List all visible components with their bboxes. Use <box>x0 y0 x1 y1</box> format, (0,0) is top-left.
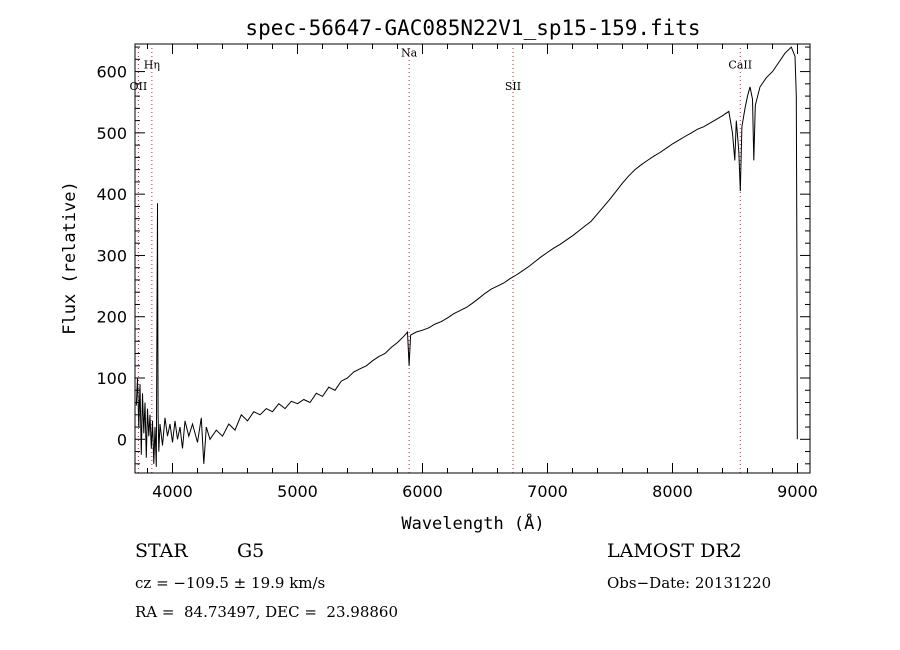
y-tick-label: 0 <box>117 430 127 449</box>
x-tick-label: 6000 <box>402 482 443 501</box>
spectral-line-label: SII <box>505 80 521 93</box>
spectrum-line <box>135 46 798 467</box>
coordinates-label: RA = 84.73497, DEC = 23.98860 <box>135 603 399 621</box>
subclass-label: G5 <box>237 540 265 562</box>
object-class-label: STAR <box>135 540 188 562</box>
x-tick-label: 5000 <box>277 482 318 501</box>
x-axis-label: Wavelength (Å) <box>401 512 544 534</box>
x-tick-label: 4000 <box>152 482 193 501</box>
y-tick-label: 100 <box>96 369 127 388</box>
spectral-line-label: OII <box>130 80 148 93</box>
y-tick-label: 400 <box>96 185 127 204</box>
spectral-line-label: Hη <box>144 59 160 72</box>
redshift-label: cz = −109.5 ± 19.9 km/s <box>135 574 326 592</box>
x-tick-label: 8000 <box>652 482 693 501</box>
y-tick-label: 300 <box>96 246 127 265</box>
obs-date-label: Obs−Date: 20131220 <box>607 574 772 592</box>
survey-label: LAMOST DR2 <box>607 540 742 562</box>
x-tick-label: 9000 <box>777 482 818 501</box>
y-tick-label: 200 <box>96 308 127 327</box>
chart-title: spec-56647-GAC085N22V1_sp15-159.fits <box>245 16 700 40</box>
y-tick-label: 500 <box>96 124 127 143</box>
spectral-line-label: CaII <box>728 59 752 72</box>
spectral-line-label: Na <box>401 46 418 59</box>
y-axis-label: Flux (relative) <box>60 181 80 335</box>
y-tick-label: 600 <box>96 63 127 82</box>
plot-frame <box>134 43 811 474</box>
x-tick-label: 7000 <box>527 482 568 501</box>
